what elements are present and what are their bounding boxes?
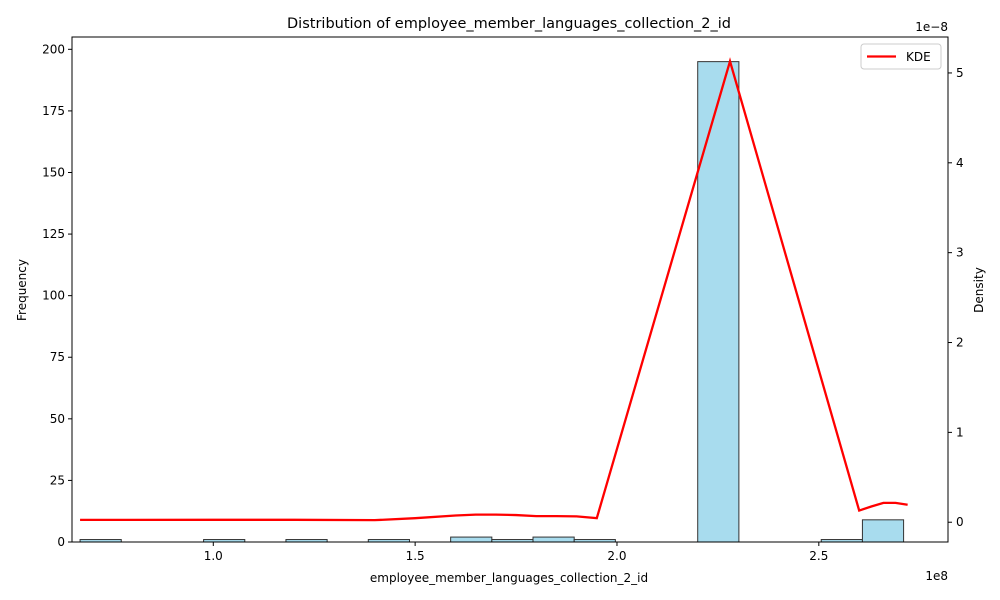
y2-tick-label: 2	[956, 336, 964, 350]
y-tick-label: 25	[50, 473, 65, 487]
y-tick-label: 0	[57, 535, 65, 549]
legend-box	[860, 43, 942, 70]
histogram-bar	[450, 536, 493, 543]
x-tick-label: 1.0	[204, 549, 223, 563]
y2-tick-label: 1	[956, 425, 964, 439]
x-axis-label: employee_member_languages_collection_2_i…	[370, 571, 648, 585]
x-tick-label: 1.5	[406, 549, 425, 563]
kde-line	[80, 57, 908, 522]
y-tick-label: 100	[42, 289, 65, 303]
histogram-bar	[697, 61, 740, 543]
y-axis-label: Frequency	[15, 259, 29, 321]
y-tick-label: 200	[42, 42, 65, 56]
x-tick-label: 2.5	[809, 549, 828, 563]
y-tick-label: 150	[42, 165, 65, 179]
histogram-bar	[532, 536, 575, 543]
y2-tick-label: 0	[956, 515, 964, 529]
y-tick-label: 75	[50, 350, 65, 364]
y-tick-label: 175	[42, 104, 65, 118]
plot-frame	[71, 36, 949, 543]
y2-tick-label: 4	[956, 156, 964, 170]
y-tick-label: 125	[42, 227, 65, 241]
y-axis-right: 0 1 2 3 4 5	[948, 66, 964, 529]
x-axis: 1.0 1.5 2.0 2.5	[204, 542, 828, 563]
y2-tick-label: 3	[956, 246, 964, 260]
kde-layer	[80, 57, 908, 522]
chart-title: Distribution of employee_member_language…	[287, 16, 731, 32]
x-tick-label: 2.0	[607, 549, 626, 563]
x-offset-label: 1e8	[925, 569, 948, 583]
histogram-bar	[861, 519, 905, 543]
legend: KDE	[860, 43, 942, 70]
histogram-bars	[79, 61, 905, 543]
y2-axis-label: Density	[972, 267, 986, 313]
legend-kde-label: KDE	[906, 50, 931, 64]
y-tick-label: 50	[50, 412, 65, 426]
y-axis-left: 0 25 50 75 100 125 150 175 200	[42, 42, 72, 549]
y2-offset-label: 1e−8	[915, 20, 948, 34]
y2-tick-label: 5	[956, 66, 964, 80]
